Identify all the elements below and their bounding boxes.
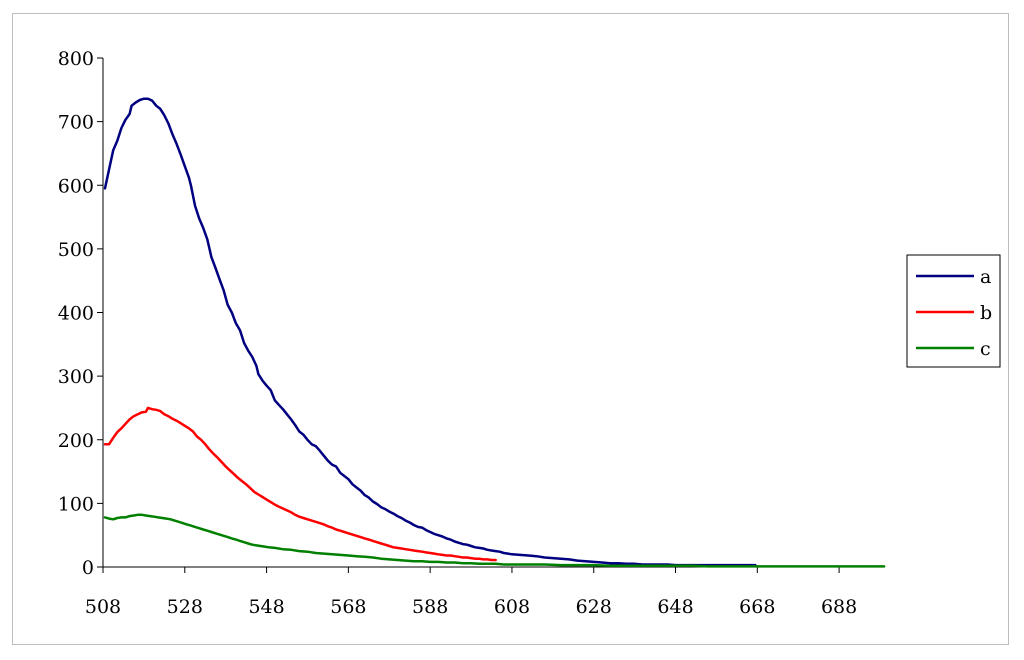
- x-tick-label: 608: [494, 596, 530, 618]
- x-tick-label: 528: [167, 596, 203, 618]
- series-line-a: [103, 97, 757, 567]
- x-ticks: 508 528 548 568 588 608 628 648 668 688: [85, 567, 857, 618]
- y-tick-label: 200: [58, 430, 94, 452]
- axes: [102, 58, 880, 568]
- y-tick-label: 800: [58, 48, 94, 70]
- x-tick-label: 688: [821, 596, 857, 618]
- y-tick-label: 100: [58, 493, 94, 515]
- y-tick-label: 500: [58, 239, 94, 261]
- series-line-c: [103, 513, 886, 568]
- y-tick-label: 600: [58, 175, 94, 197]
- legend-label-c: c: [980, 338, 991, 360]
- y-tick-label: 0: [82, 557, 94, 579]
- y-tick-label: 700: [58, 112, 94, 134]
- series-lines: [103, 97, 886, 568]
- chart-frame: [12, 13, 1009, 645]
- x-tick-label: 588: [412, 596, 448, 618]
- series-line-b: [103, 406, 497, 562]
- legend-label-a: a: [980, 266, 991, 288]
- x-tick-label: 568: [330, 596, 366, 618]
- y-tick-label: 400: [58, 303, 94, 325]
- y-tick-label: 300: [58, 366, 94, 388]
- legend-label-b: b: [980, 302, 992, 324]
- y-ticks: 0 100 200 300 400 500 600 700 800: [58, 48, 103, 579]
- legend: abc: [906, 254, 1001, 368]
- x-tick-label: 548: [248, 596, 284, 618]
- x-tick-label: 628: [576, 596, 612, 618]
- x-tick-label: 508: [85, 596, 121, 618]
- x-tick-label: 668: [739, 596, 775, 618]
- x-tick-label: 648: [657, 596, 693, 618]
- legend-items: abc: [916, 266, 992, 360]
